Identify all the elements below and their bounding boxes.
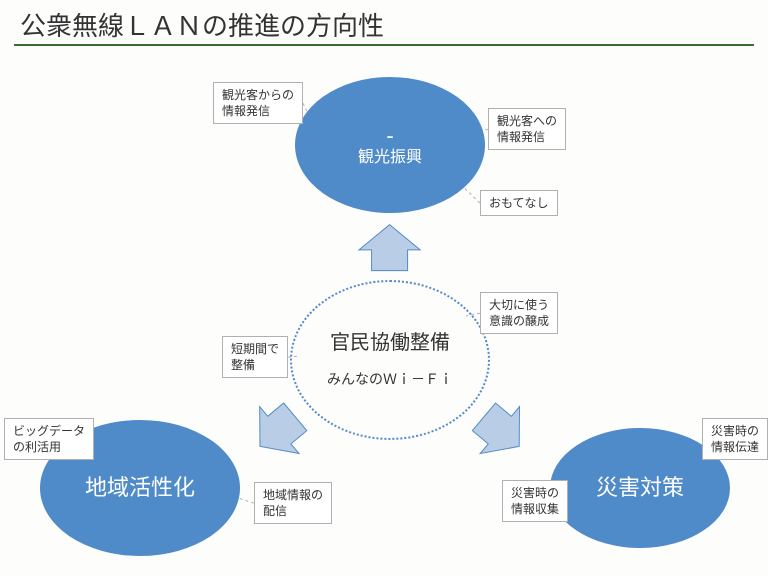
c-collect: 災害時の 情報収集: [502, 480, 568, 522]
node-tourism: ‐ 観光振興: [295, 77, 485, 213]
arrow: [353, 211, 426, 284]
node-tourism-label: 観光振興: [358, 148, 422, 167]
c-to-tourist: 観光客への 情報発信: [488, 108, 566, 150]
c-awareness: 大切に使う 意識の醸成: [480, 292, 558, 334]
node-center-sublabel: みんなのＷｉ－Ｆｉ: [327, 369, 453, 389]
c-bigdata: ビッグデータ の利活用: [4, 418, 94, 460]
c-from-tourist: 観光客からの 情報発信: [213, 82, 303, 124]
c-hospitality: おもてなし: [480, 190, 558, 216]
node-tourism-dash: ‐: [386, 123, 393, 149]
node-disaster-label: 災害対策: [596, 475, 684, 501]
page-title: 公衆無線ＬＡＮの推進の方向性: [20, 6, 384, 43]
c-short: 短期間で 整備: [222, 336, 288, 378]
node-revitalization-label: 地域活性化: [85, 475, 195, 501]
node-center: 官民協働整備 みんなのＷｉ－Ｆｉ: [290, 280, 490, 440]
c-transmit: 災害時の 情報伝達: [702, 418, 768, 460]
node-center-label: 官民協働整備: [330, 331, 450, 355]
title-underline: [14, 44, 754, 46]
c-local-info: 地域情報の 配信: [254, 482, 332, 524]
